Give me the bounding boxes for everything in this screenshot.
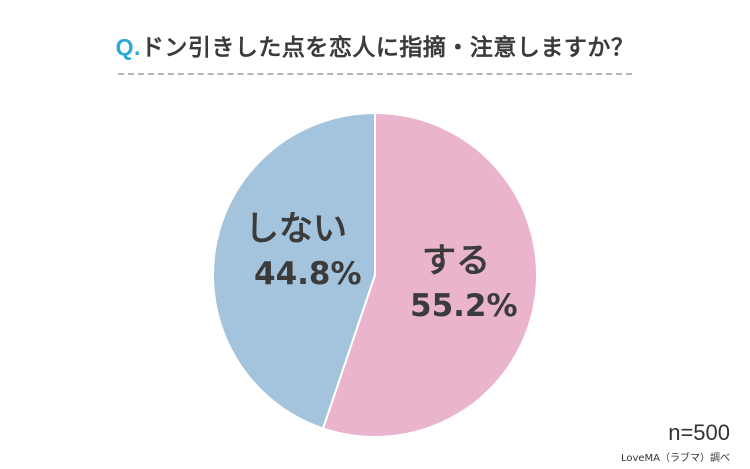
title-divider [118, 73, 632, 75]
pie-slice-1 [212, 111, 376, 430]
pie-slice-0 [321, 111, 538, 438]
chart-title: Q.ドン引きした点を恋人に指摘・注意しますか？ [0, 28, 750, 62]
source-credit: LoveMA（ラブマ）調べ [620, 453, 730, 464]
slice-label-1: しない [245, 209, 347, 249]
sample-size: n=500 [668, 420, 730, 445]
title-text: ドン引きした点を恋人に指摘・注意しますか？ [140, 35, 635, 61]
slice-value-0: 55.2% [410, 288, 518, 324]
pie-labels: する 55.2% しない 44.8% [245, 209, 518, 324]
slice-value-1: 44.8% [254, 256, 362, 292]
title-prefix: Q. [115, 34, 141, 60]
pie-slices [212, 111, 538, 438]
slice-label-0: する [422, 241, 490, 281]
